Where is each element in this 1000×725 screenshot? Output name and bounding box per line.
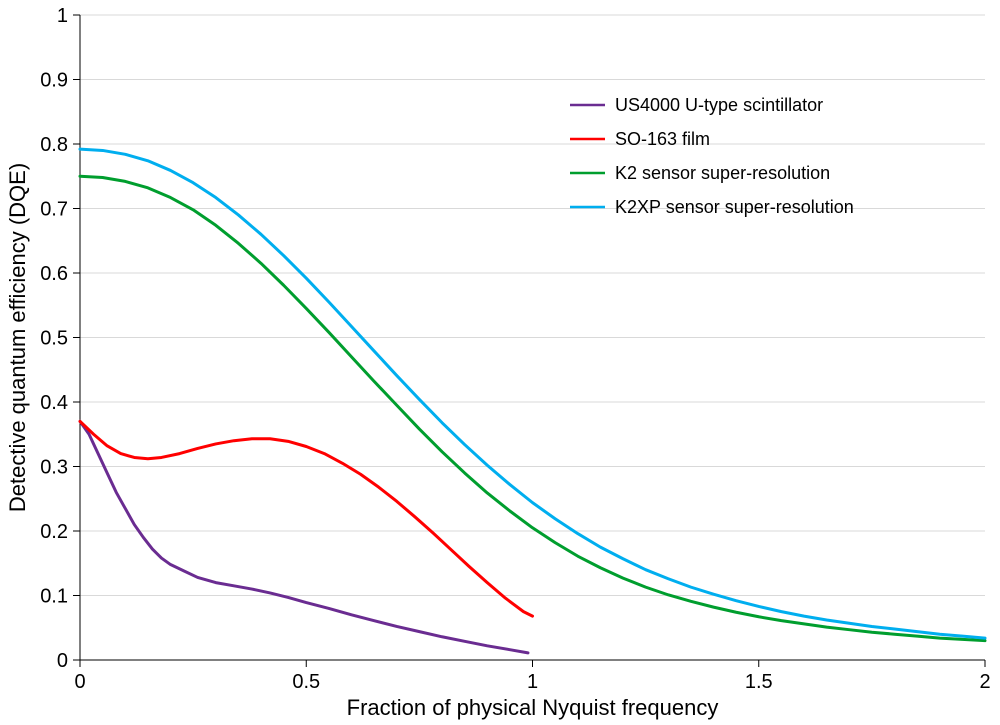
y-tick-label: 0.6 [40,263,68,285]
y-axis-label: Detective quantum efficiency (DQE) [5,163,30,512]
y-tick-label: 0.5 [40,328,68,350]
y-tick-label: 0.4 [40,392,68,414]
x-tick-label: 0 [74,671,85,693]
x-axis-label: Fraction of physical Nyquist frequency [347,695,719,720]
dqe-chart: 00.511.5200.10.20.30.40.50.60.70.80.91Fr… [0,0,1000,725]
legend-label: SO-163 film [615,129,710,149]
y-tick-label: 0.8 [40,134,68,156]
x-tick-label: 0.5 [292,671,320,693]
legend-label: US4000 U-type scintillator [615,95,823,115]
legend-label: K2XP sensor super-resolution [615,197,854,217]
legend-label: K2 sensor super-resolution [615,163,830,183]
chart-svg: 00.511.5200.10.20.30.40.50.60.70.80.91Fr… [0,0,1000,725]
y-tick-label: 0.9 [40,70,68,92]
x-tick-label: 1 [527,671,538,693]
chart-bg [0,0,1000,725]
y-tick-label: 1 [57,5,68,27]
y-tick-label: 0.1 [40,586,68,608]
y-tick-label: 0.7 [40,199,68,221]
y-tick-label: 0.3 [40,457,68,479]
x-tick-label: 2 [979,671,990,693]
y-tick-label: 0.2 [40,521,68,543]
y-tick-label: 0 [57,650,68,672]
x-tick-label: 1.5 [745,671,773,693]
